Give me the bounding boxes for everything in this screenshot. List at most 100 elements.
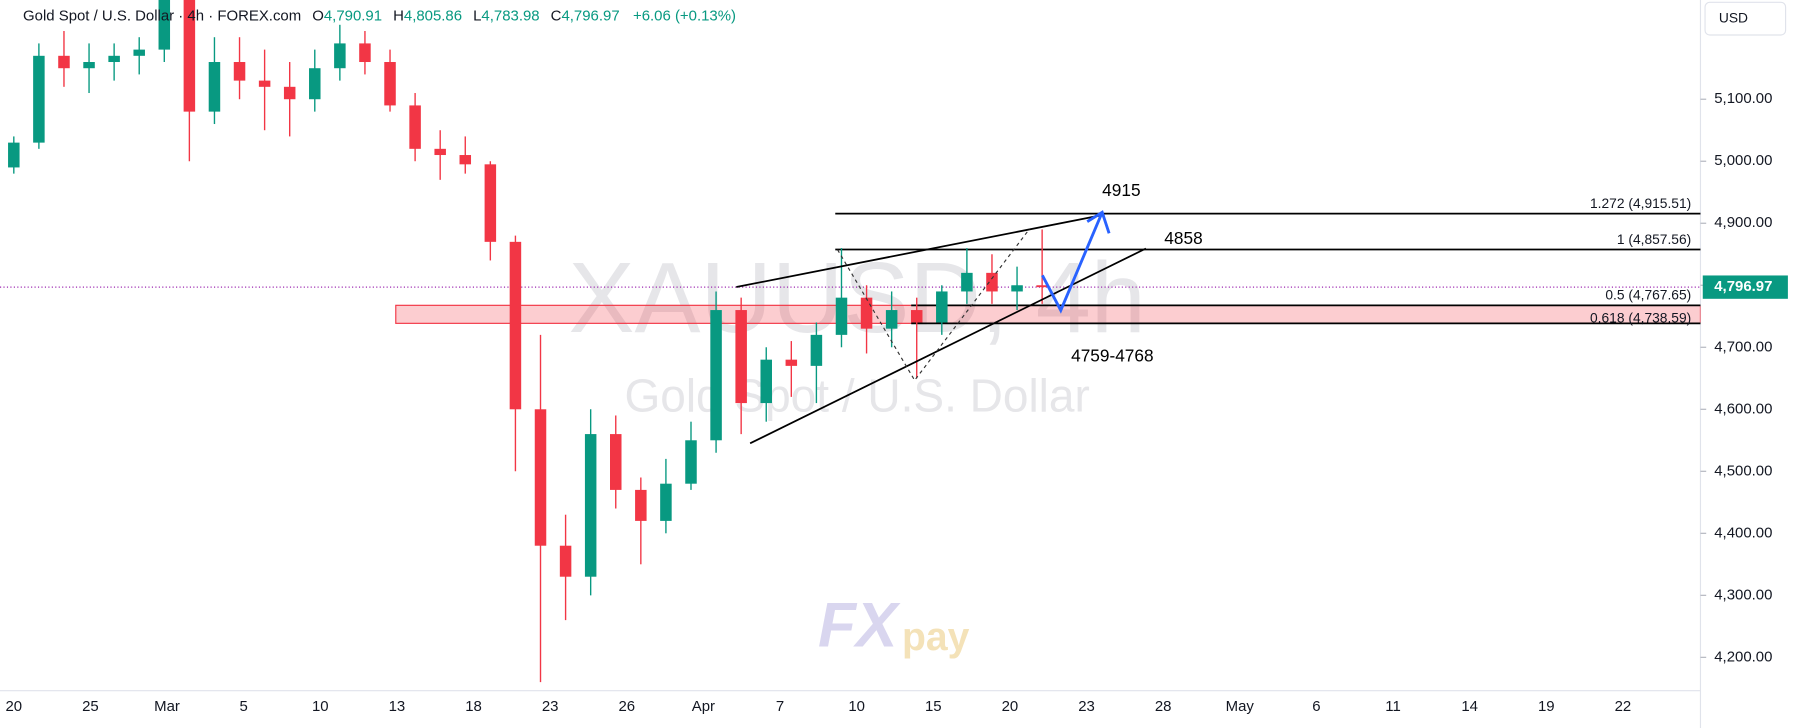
watermark-name: Gold Spot / U.S. Dollar xyxy=(624,369,1089,421)
x-tick-label: May xyxy=(1226,698,1255,715)
candle-body xyxy=(584,434,597,577)
x-tick-label: Apr xyxy=(692,698,715,715)
candle-body xyxy=(484,164,497,242)
fib-label: 1 (4,857.56) xyxy=(1617,231,1691,247)
y-tick-label: 4,600.00 xyxy=(1714,400,1772,417)
annotation: 4759-4768 xyxy=(1071,346,1153,366)
candle-body xyxy=(610,434,622,490)
legend-header: Gold Spot / U.S. Dollar · 4h · FOREX.com… xyxy=(23,7,736,24)
low: 4,783.98 xyxy=(481,7,539,24)
candle-body xyxy=(885,310,898,329)
currency[interactable]: USD xyxy=(1719,9,1748,25)
candle-body xyxy=(910,310,923,323)
currency-button[interactable] xyxy=(1704,1,1787,36)
high-label: H xyxy=(393,7,404,24)
open-label: O xyxy=(312,7,324,24)
x-tick-label: 25 xyxy=(82,698,99,715)
trend-line-lower xyxy=(749,247,1147,445)
x-tick-label: 14 xyxy=(1461,698,1478,715)
watermark-ticker: XAUUSD, 4h xyxy=(568,243,1145,355)
zone-layer xyxy=(0,212,1701,325)
x-tick-label: 28 xyxy=(1155,698,1172,715)
x-tick-label: 11 xyxy=(1385,698,1401,715)
trend-line-upper xyxy=(736,213,1105,288)
candle-body xyxy=(459,155,472,165)
logo-fx: FX xyxy=(818,590,901,660)
close-label: C xyxy=(551,7,562,24)
x-tick-label: 18 xyxy=(465,698,482,715)
candle-body xyxy=(334,43,346,69)
y-tick-label: 4,400.00 xyxy=(1714,524,1772,541)
low-label: L xyxy=(473,7,481,24)
fib-label: 0.5 (4,767.65) xyxy=(1605,287,1691,303)
candle-body xyxy=(635,489,647,521)
candle-body xyxy=(233,62,246,81)
x-tick-label: 7 xyxy=(776,698,784,715)
candle-body xyxy=(785,359,798,366)
y-tick-label: 4,500.00 xyxy=(1714,462,1772,479)
candle-body xyxy=(1036,285,1048,288)
y-tick-label: 5,000.00 xyxy=(1714,152,1772,169)
candle-body xyxy=(183,0,196,112)
candle-body xyxy=(409,105,421,149)
projection-arrow xyxy=(1041,211,1104,314)
x-tick-label: 5 xyxy=(240,698,248,715)
y-tick-label: 4,900.00 xyxy=(1714,214,1772,231)
high: 4,805.86 xyxy=(404,7,462,24)
x-tick-label: 22 xyxy=(1615,698,1632,715)
x-tick-label: 6 xyxy=(1312,698,1320,715)
y-tick-label: 4,700.00 xyxy=(1714,338,1772,355)
candle-body xyxy=(760,359,772,404)
x-tick-label: 10 xyxy=(848,698,865,715)
candle-body xyxy=(1011,285,1023,292)
support-zone xyxy=(395,304,1701,324)
candle-body xyxy=(835,297,848,335)
x-tick-label: 13 xyxy=(389,698,406,715)
arrow-head xyxy=(1086,210,1111,234)
candle-body xyxy=(961,272,973,292)
candle-body xyxy=(208,62,221,112)
close: 4,796.97 xyxy=(561,7,619,24)
x-tick-label: 19 xyxy=(1538,698,1555,715)
last-price-tag xyxy=(1702,275,1788,299)
x-tick-label: 23 xyxy=(542,698,559,715)
candle-body xyxy=(936,291,948,323)
fib-label: 1.272 (4,915.51) xyxy=(1590,195,1691,211)
candle-body xyxy=(534,409,547,546)
x-tick-label: 23 xyxy=(1078,698,1095,715)
drawings: 4915 4858 4759-4768 xyxy=(736,180,1203,445)
x-tick-label: 26 xyxy=(618,698,635,715)
last-price-label: 4,796.97 xyxy=(1714,278,1772,295)
axes: 5,100.005,000.004,900.004,800.004,700.00… xyxy=(5,90,1772,715)
fib-swing xyxy=(837,228,1031,382)
candle-body xyxy=(710,310,722,441)
watermark: XAUUSD, 4h Gold Spot / U.S. Dollar FX pa… xyxy=(568,243,1145,661)
open: 4,790.91 xyxy=(324,7,382,24)
candle-body xyxy=(58,55,70,69)
x-tick-label: 10 xyxy=(312,698,329,715)
x-tick-label: 15 xyxy=(925,698,942,715)
logo-pay: pay xyxy=(902,615,969,659)
candle-body xyxy=(258,80,271,87)
header-text: Gold Spot / U.S. Dollar · 4h · FOREX.com… xyxy=(23,7,736,24)
y-tick-label: 4,200.00 xyxy=(1714,648,1772,665)
candle-body xyxy=(33,55,45,143)
candle-body xyxy=(509,241,522,410)
x-tick-label: 20 xyxy=(5,698,22,715)
candle-body xyxy=(8,142,20,168)
change: +6.06 (+0.13%) xyxy=(633,7,736,24)
candle-body xyxy=(660,483,672,521)
candle-body xyxy=(283,86,296,100)
candle-body xyxy=(384,62,396,106)
fib-label: 0.618 (4,738.59) xyxy=(1590,309,1691,325)
candle-body xyxy=(309,68,321,100)
x-tick-label: Mar xyxy=(154,698,180,715)
candle-body xyxy=(359,43,371,63)
candle-body xyxy=(133,49,145,56)
candle-body xyxy=(158,0,171,50)
y-tick-label: 4,300.00 xyxy=(1714,586,1772,603)
x-tick-label: 20 xyxy=(1002,698,1019,715)
candle-body xyxy=(685,440,697,484)
